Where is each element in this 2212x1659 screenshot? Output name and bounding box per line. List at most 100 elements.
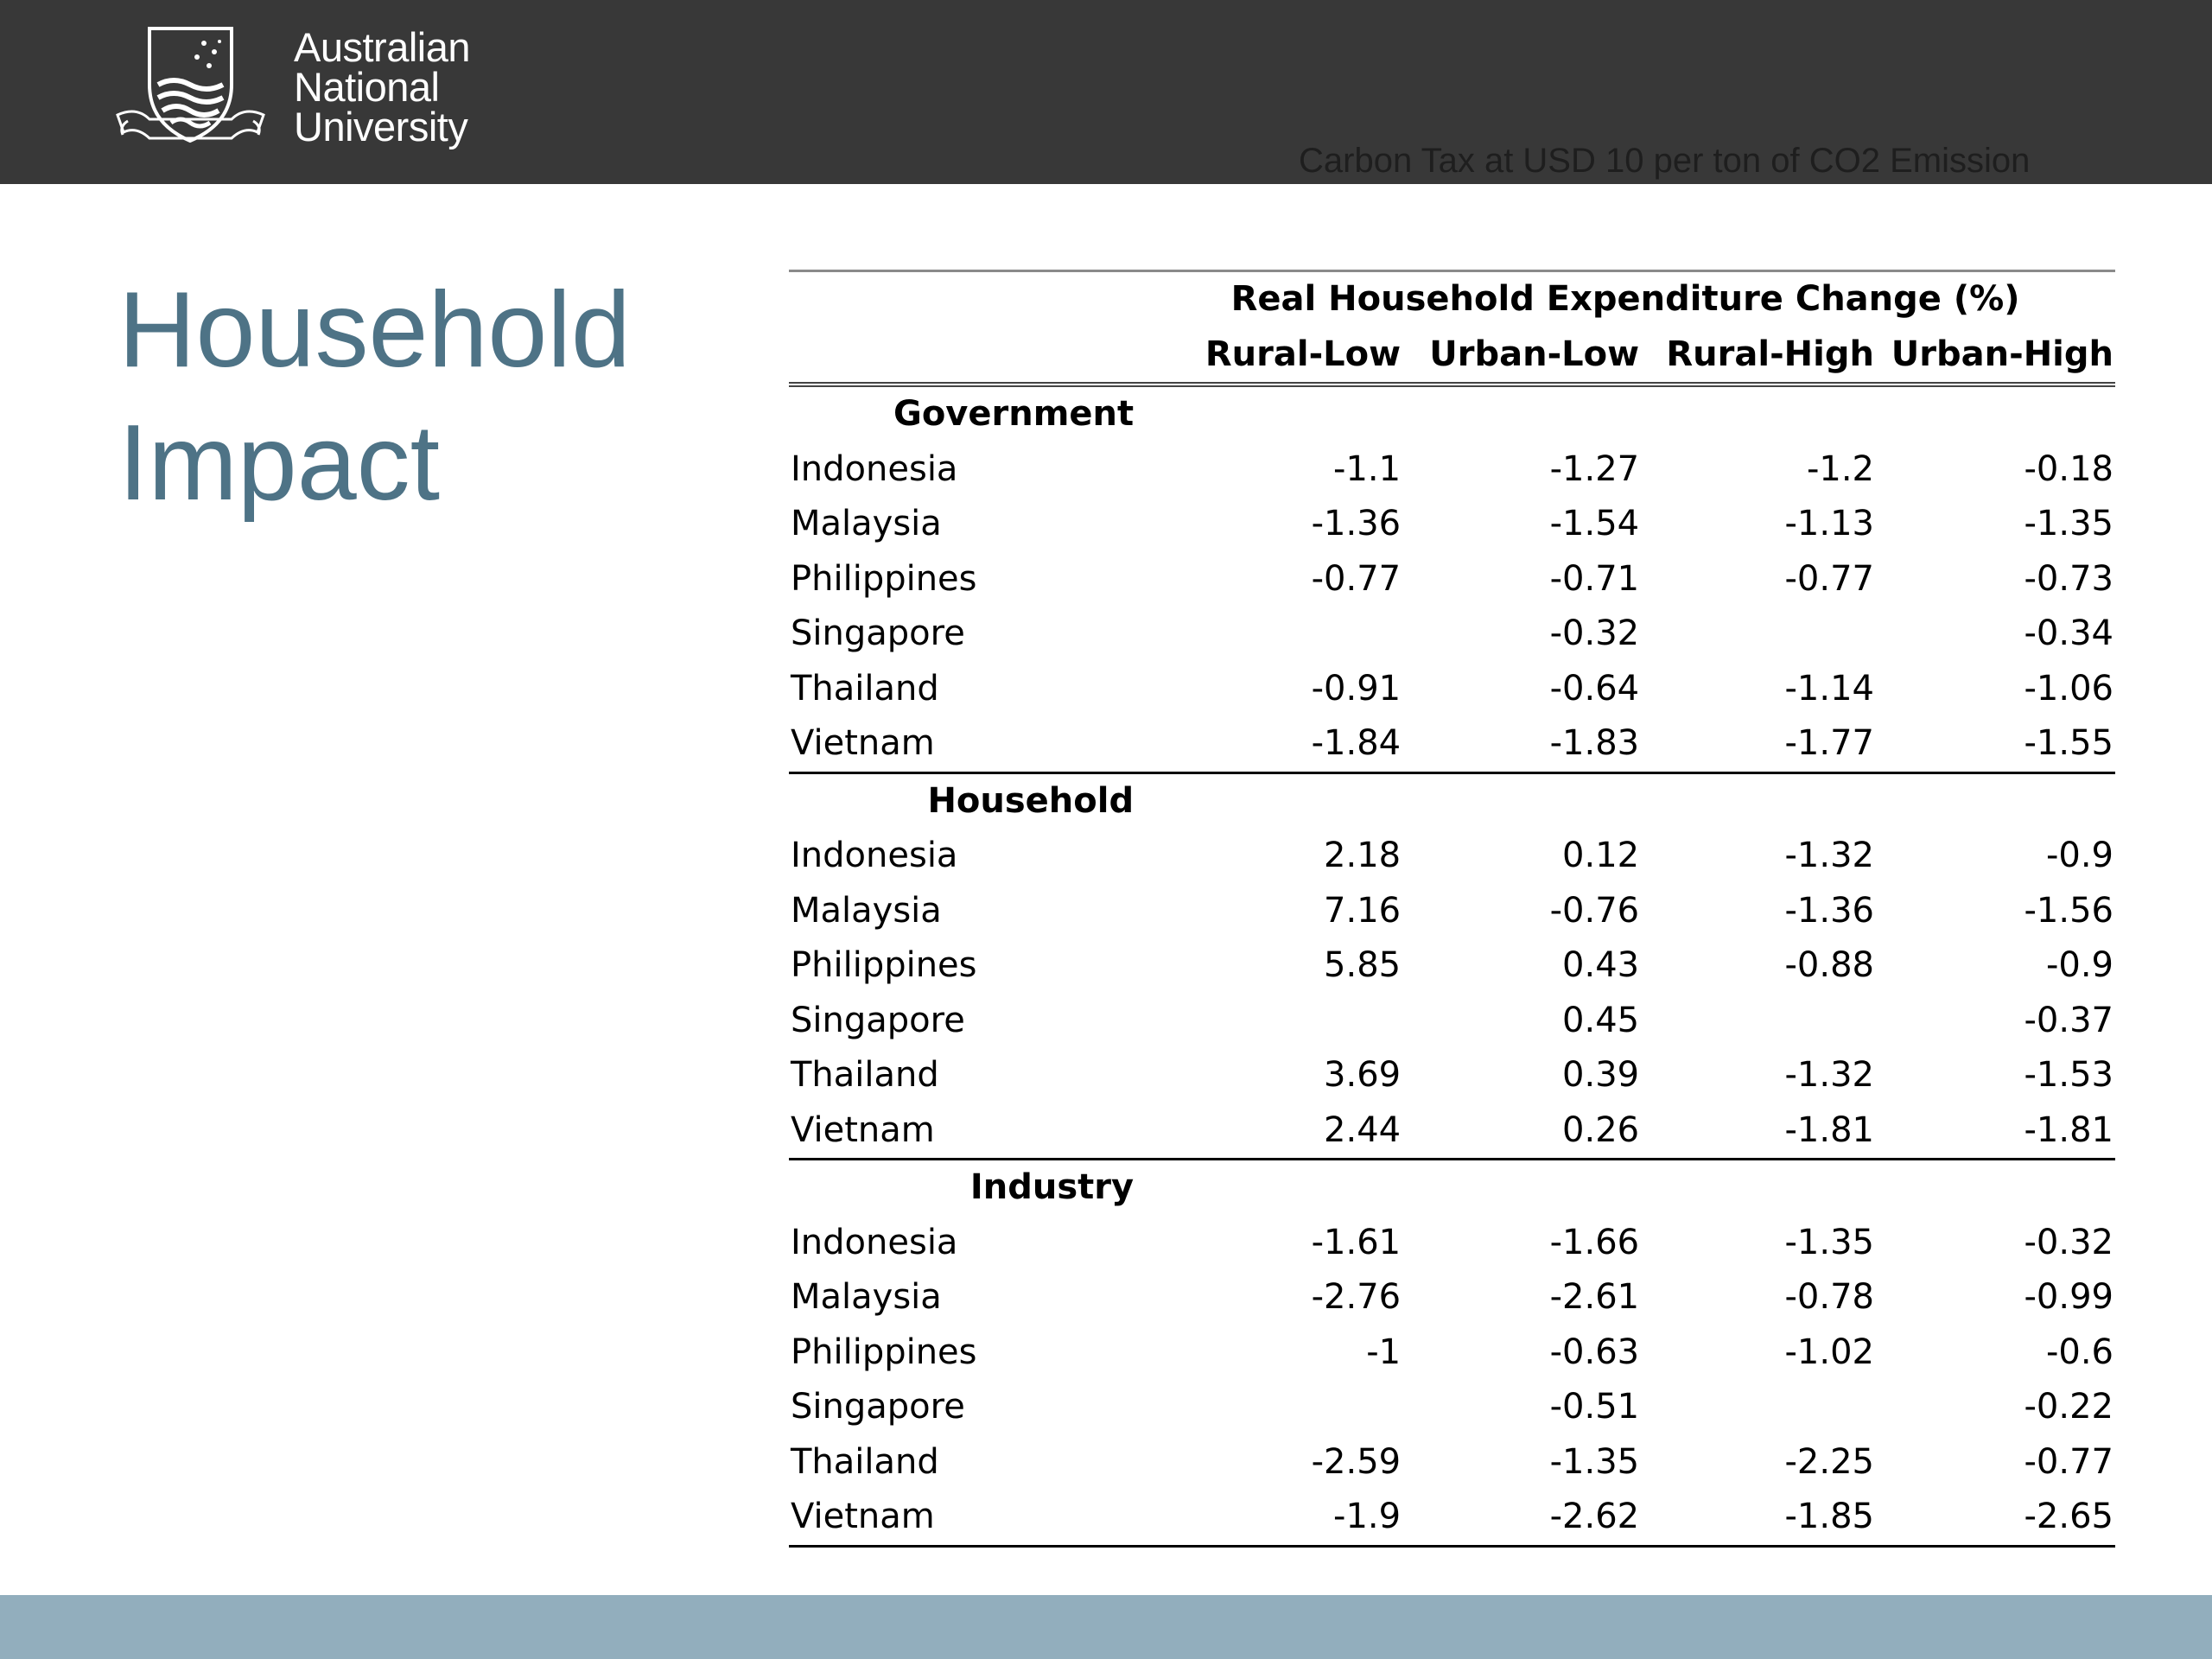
column-header-spacer (789, 327, 1136, 387)
table-caption: Real Household Expenditure Change (%) (1230, 279, 2020, 319)
value-cell: -1.13 (1784, 504, 1874, 543)
country-cell: Thailand (791, 1441, 939, 1482)
value-cell: -1.83 (1402, 716, 1642, 774)
value-cell: -1.81 (1641, 1103, 1876, 1160)
group-header-spacer (1135, 385, 2115, 442)
value-cell (1641, 994, 1876, 1049)
value-cell: -0.64 (1549, 668, 1640, 709)
country-cell: Malaysia (791, 504, 942, 543)
value-cell: -0.34 (2024, 613, 2114, 653)
value-cell: -1.66 (1549, 1222, 1640, 1262)
value-cell: -1.06 (2024, 668, 2114, 709)
column-header: Rural-High (1641, 327, 1876, 387)
table-row: Indonesia -1.1 -1.27 -1.2 -0.18 (789, 442, 2115, 498)
group-header-row: Household (789, 772, 2115, 829)
group-header-spacer (1135, 772, 2115, 829)
country-cell: Singapore (791, 1387, 965, 1427)
value-cell: 0.26 (1402, 1103, 1642, 1160)
table-row: Singapore -0.32 -0.34 (789, 607, 2115, 662)
value-cell (1641, 1380, 1876, 1435)
value-cell: -0.78 (1784, 1277, 1874, 1317)
value-cell: -2.62 (1402, 1490, 1642, 1548)
value-cell: -1.1 (1333, 448, 1402, 489)
value-cell: -0.77 (1311, 558, 1402, 599)
value-cell: -0.91 (1311, 668, 1402, 709)
value-cell: -1.32 (1784, 1055, 1874, 1095)
value-cell: -1.85 (1641, 1490, 1876, 1548)
value-cell (1135, 994, 1402, 1049)
value-cell: -2.65 (1875, 1490, 2115, 1548)
value-cell: -0.32 (1549, 613, 1640, 653)
value-cell: -2.25 (1784, 1441, 1874, 1482)
value-cell: -0.9 (2045, 836, 2113, 875)
value-cell: -1 (1366, 1332, 1402, 1372)
value-cell: -0.88 (1784, 945, 1874, 985)
table-row: Vietnam -1.9 -2.62 -1.85 -2.65 (789, 1490, 2115, 1548)
value-cell: -1.84 (1135, 716, 1403, 774)
university-logo: Australian National University (111, 24, 508, 162)
table-row: Malaysia 7.16 -0.76 -1.36 -1.56 (789, 884, 2115, 939)
country-cell: Malaysia (791, 1277, 942, 1317)
table-column-header-row: Rural-Low Urban-Low Rural-High Urban-Hig… (789, 327, 2115, 387)
value-cell: -0.22 (2024, 1387, 2114, 1427)
logo-line-3: University (294, 104, 468, 149)
value-cell: 0.39 (1562, 1055, 1640, 1095)
table-row: Thailand -0.91 -0.64 -1.14 -1.06 (789, 662, 2115, 717)
page-title-line-1: Household (118, 270, 631, 390)
country-cell: Vietnam (789, 1103, 1136, 1160)
group-label: Household (927, 780, 1135, 821)
value-cell: -2.59 (1311, 1441, 1402, 1482)
table-row: Malaysia -1.36 -1.54 -1.13 -1.35 (789, 497, 2115, 552)
table-row: Singapore -0.51 -0.22 (789, 1380, 2115, 1435)
value-cell: -1.77 (1641, 716, 1876, 774)
country-cell: Philippines (791, 558, 977, 599)
value-cell: 0.12 (1562, 836, 1640, 875)
country-cell: Indonesia (791, 1222, 958, 1262)
crest-icon (116, 27, 265, 143)
table-top-rule (789, 270, 2115, 273)
country-cell: Indonesia (791, 448, 958, 489)
value-cell: 2.44 (1135, 1103, 1403, 1160)
logo-line-2: National (294, 64, 440, 110)
group-header-row: Industry (789, 1160, 2115, 1216)
value-cell: -1.35 (1549, 1441, 1640, 1482)
table-caption-row: Real Household Expenditure Change (%) (789, 272, 2115, 327)
value-cell: -0.37 (2024, 1000, 2114, 1040)
value-cell: -1.02 (1784, 1332, 1874, 1372)
group-label: Government (893, 394, 1135, 434)
table-row: Thailand -2.59 -1.35 -2.25 -0.77 (789, 1435, 2115, 1491)
table-row: Singapore 0.45 -0.37 (789, 994, 2115, 1049)
value-cell: -0.71 (1549, 558, 1640, 599)
country-cell: Thailand (791, 668, 939, 709)
column-header: Rural-Low (1135, 327, 1403, 387)
table-row: Vietnam 2.44 0.26 -1.81 -1.81 (789, 1103, 2115, 1160)
value-cell: 0.45 (1562, 1000, 1640, 1040)
value-cell: -1.9 (1135, 1490, 1403, 1548)
value-cell: 5.85 (1324, 945, 1402, 985)
country-cell: Indonesia (791, 836, 958, 875)
country-cell: Philippines (791, 945, 977, 985)
country-cell: Singapore (791, 613, 965, 653)
caption-spacer (789, 272, 1135, 327)
value-cell: -0.32 (2024, 1222, 2114, 1262)
footer-bar (0, 1595, 2212, 1659)
value-cell (1641, 607, 1876, 662)
group-header-row: Government (789, 385, 2115, 442)
expenditure-table: Real Household Expenditure Change (%) Ru… (789, 270, 2115, 1548)
value-cell: -0.73 (2024, 558, 2114, 599)
value-cell (1135, 1380, 1402, 1435)
value-cell: -1.27 (1549, 448, 1640, 489)
group-header-spacer (1135, 1160, 2115, 1216)
value-cell: -1.14 (1784, 668, 1874, 709)
table-row: Indonesia -1.61 -1.66 -1.35 -0.32 (789, 1216, 2115, 1271)
value-cell: -0.63 (1549, 1332, 1640, 1372)
group-label: Industry (969, 1167, 1135, 1207)
value-cell: -1.53 (2024, 1055, 2114, 1095)
table-row: Vietnam -1.84 -1.83 -1.77 -1.55 (789, 716, 2115, 774)
value-cell: -0.77 (2024, 1441, 2114, 1482)
value-cell: -0.77 (1784, 558, 1874, 599)
table-row: Philippines -0.77 -0.71 -0.77 -0.73 (789, 552, 2115, 607)
value-cell (1135, 607, 1402, 662)
country-cell: Thailand (791, 1055, 939, 1095)
